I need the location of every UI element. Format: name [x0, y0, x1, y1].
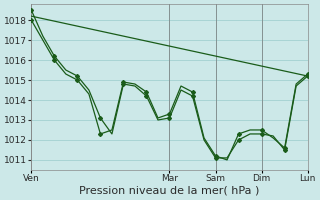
X-axis label: Pression niveau de la mer( hPa ): Pression niveau de la mer( hPa ) — [79, 186, 260, 196]
